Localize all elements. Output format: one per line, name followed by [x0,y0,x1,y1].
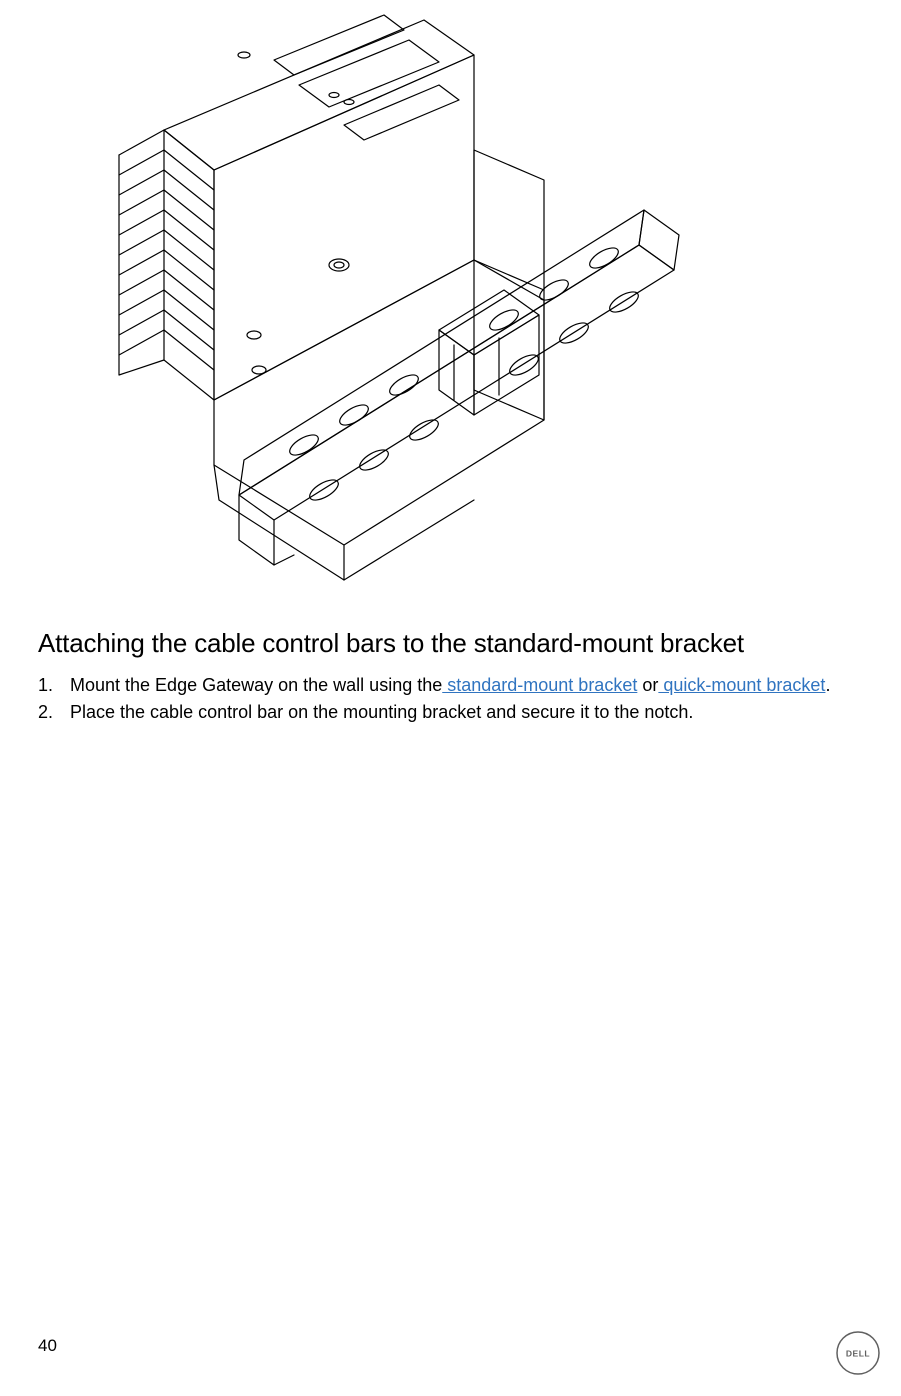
step-1-post: . [825,675,830,695]
standard-mount-bracket-link[interactable]: standard-mount bracket [442,675,637,695]
section-heading: Attaching the cable control bars to the … [38,628,863,659]
step-2: Place the cable control bar on the mount… [38,700,863,724]
page: Attaching the cable control bars to the … [0,0,901,1396]
mounting-illustration [44,0,684,600]
step-1: Mount the Edge Gateway on the wall using… [38,673,863,697]
steps-list: Mount the Edge Gateway on the wall using… [38,673,863,725]
dell-logo-icon: DELL [835,1330,881,1376]
step-2-text: Place the cable control bar on the mount… [70,702,693,722]
brand-text: DELL [846,1349,870,1359]
quick-mount-bracket-link[interactable]: quick-mount bracket [658,675,825,695]
page-number: 40 [38,1336,57,1356]
step-1-pre: Mount the Edge Gateway on the wall using… [70,675,442,695]
step-1-mid: or [637,675,658,695]
